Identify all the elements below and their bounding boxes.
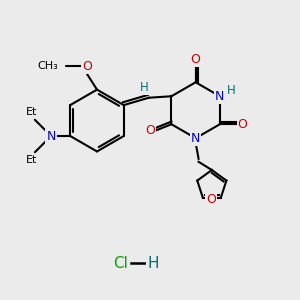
Text: Cl: Cl xyxy=(113,256,128,271)
Text: O: O xyxy=(191,53,201,66)
Text: H: H xyxy=(227,84,236,97)
Text: O: O xyxy=(238,118,248,131)
Text: N: N xyxy=(215,90,225,103)
Text: O: O xyxy=(145,124,155,136)
Text: N: N xyxy=(191,132,200,145)
Text: H: H xyxy=(147,256,159,271)
Text: CH₃: CH₃ xyxy=(37,61,58,71)
Text: O: O xyxy=(82,60,92,73)
Text: Et: Et xyxy=(26,106,37,117)
Text: N: N xyxy=(46,130,56,142)
Text: O: O xyxy=(206,193,216,206)
Text: Et: Et xyxy=(26,155,37,166)
Text: H: H xyxy=(140,81,149,94)
